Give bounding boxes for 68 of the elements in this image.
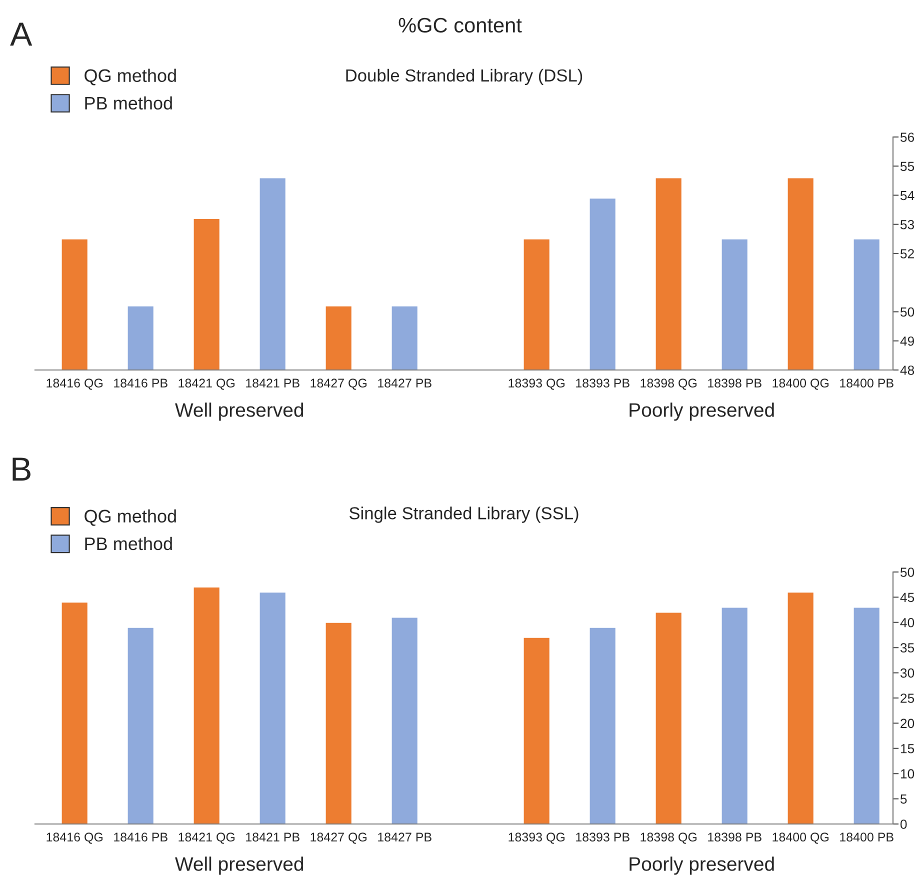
y-tick-label: 55 (900, 162, 914, 172)
y-tick-label: 20 (900, 718, 914, 728)
bar (588, 627, 616, 824)
x-tick-label: 18400 PB (840, 832, 894, 842)
x-tick-label: 18427 QG (310, 378, 367, 390)
chart-title: Single Stranded Library (SSL) (349, 506, 578, 523)
y-tick-label: 0 (900, 820, 907, 829)
x-tick-label: 18400 QG (772, 378, 829, 390)
x-tick-label: 18398 PB (708, 378, 762, 388)
x-tick-label: 18416 QG (46, 378, 103, 390)
y-tick-label: 35 (900, 643, 914, 653)
bar (852, 606, 880, 824)
text: Poorly preserved (630, 856, 774, 875)
y-tick-label: 49 (900, 336, 914, 346)
legend-label: PB method (85, 96, 172, 110)
x-tick-label: 18427 QG (310, 832, 367, 844)
legend-label: QG method (84, 509, 176, 526)
x-tick-label: 18393 QG (508, 378, 565, 390)
bar (390, 616, 418, 824)
x-tick-label: 18421 QG (178, 832, 235, 844)
bar (192, 586, 220, 824)
text: Poorly preserved (630, 402, 774, 421)
x-tick-label: 18427 PB (378, 832, 432, 842)
bar (786, 592, 814, 824)
x-tick-label: 18421 PB (246, 832, 300, 842)
y-tick-label: 30 (900, 668, 914, 678)
y-tick-label: 45 (900, 592, 914, 602)
bar (522, 637, 550, 824)
text: Well preserved (175, 402, 304, 421)
bar (126, 627, 154, 824)
bar (654, 612, 682, 824)
x-tick-label: 18416 PB (114, 832, 168, 842)
bar (258, 592, 286, 824)
legend-label: PB method (85, 536, 172, 550)
x-tick-label: 18421 QG (178, 378, 235, 390)
x-tick-label: 18398 PB (708, 832, 762, 842)
bar (720, 606, 748, 824)
x-tick-label: 18416 PB (114, 378, 168, 388)
x-tick-label: 18393 PB (576, 378, 630, 388)
y-tick-label: 25 (900, 694, 914, 703)
bar (324, 622, 352, 824)
y-tick-label: 56 (900, 132, 914, 142)
text: B (12, 458, 30, 481)
x-tick-label: 18398 QG (640, 832, 697, 844)
legend-label: QG method (84, 68, 176, 86)
x-tick-label: 18398 QG (640, 378, 697, 390)
chart-title: Double Stranded Library (DSL) (346, 68, 582, 86)
x-tick-label: 18416 QG (46, 832, 103, 844)
y-tick-label: 15 (900, 744, 914, 754)
text: Well preserved (175, 856, 304, 875)
y-tick-label: 10 (900, 769, 914, 779)
x-tick-label: 18421 PB (246, 378, 300, 388)
text: %GC content (398, 18, 522, 33)
text: A (10, 22, 32, 46)
x-tick-label: 18393 QG (508, 832, 565, 844)
y-tick-label: 53 (900, 220, 914, 230)
x-tick-label: 18400 PB (840, 378, 894, 388)
x-tick-label: 18400 QG (772, 832, 829, 844)
y-tick-label: 50 (900, 307, 914, 317)
y-tick-label: 5 (900, 794, 907, 804)
bar (60, 602, 88, 824)
y-tick-label: 54 (900, 190, 914, 200)
y-tick-label: 40 (900, 618, 914, 628)
y-tick-label: 48 (900, 366, 914, 375)
y-tick-label: 50 (900, 568, 914, 577)
y-tick-label: 52 (900, 249, 914, 258)
x-tick-label: 18427 PB (378, 378, 432, 388)
x-tick-label: 18393 PB (576, 832, 630, 842)
